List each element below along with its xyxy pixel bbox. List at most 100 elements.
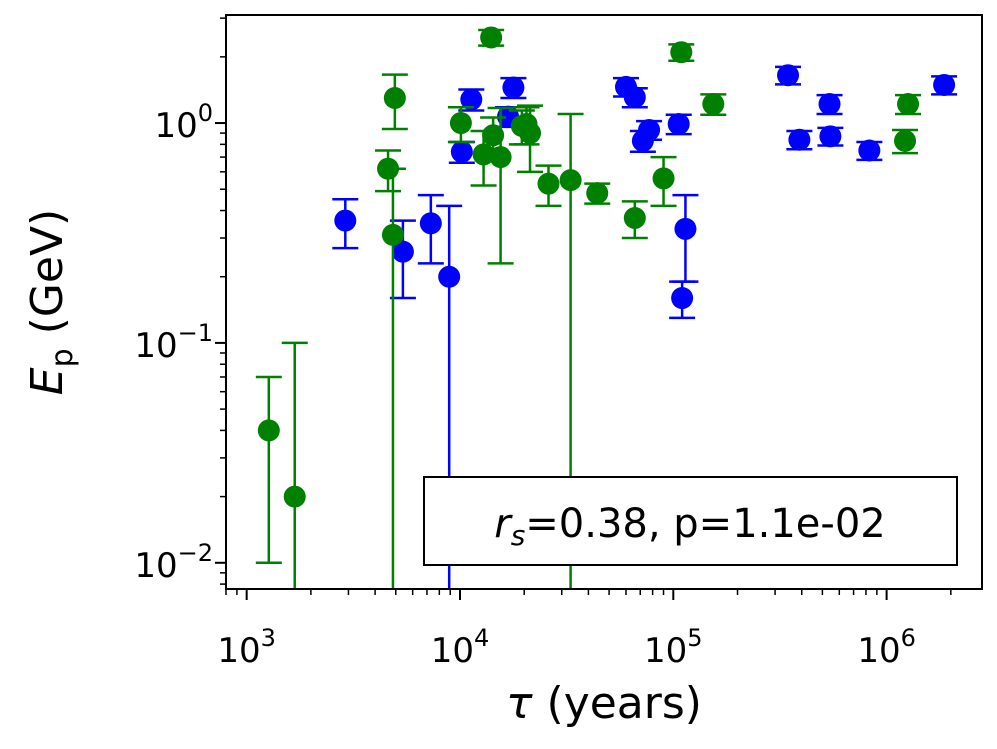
data-layer [255,26,958,589]
x-axis-label-unit: (years) [547,678,702,729]
x-tick-base: 10 [217,631,260,671]
data-point-group [672,193,699,283]
data-point [671,287,694,310]
data-point [419,212,442,235]
data-point [381,223,404,246]
data-point-group [478,26,505,49]
data-point-group [281,341,308,589]
data-point [438,265,461,288]
x-axis-label: τ (years) [506,678,702,729]
data-point [472,143,495,166]
data-point [489,146,512,169]
data-point [933,73,956,96]
x-axis-label-space [533,678,547,729]
data-point [674,217,697,240]
data-point [334,209,357,232]
x-tick-label: 105 [644,624,703,671]
data-point-group [669,280,696,320]
annotation-text: rs=0.38, p=1.1e-02 [494,501,886,552]
data-point [638,118,661,141]
data-point-group [375,149,402,193]
y-tick-exponent: −1 [178,319,213,347]
data-point-group [557,112,584,589]
data-point [788,128,811,151]
y-axis-label-unit: (GeV) [22,209,73,335]
data-point-group [379,167,406,589]
x-tick-exponent: 3 [261,624,276,652]
y-tick-base: 10 [134,546,177,586]
data-point [450,140,473,163]
annotation-value: =0.38, p=1.1e-02 [525,501,885,547]
data-point [777,64,800,87]
data-point-group [856,139,883,162]
y-tick-base: 10 [134,326,177,366]
correlation-annotation: rs=0.38, p=1.1e-02 [423,476,958,566]
y-tick-exponent: −2 [178,539,213,567]
data-point [519,122,542,145]
data-point-group [255,375,282,565]
data-point-group [584,182,611,205]
annotation-subscript: s [511,519,526,552]
data-point [897,93,920,116]
y-tick-base: 10 [154,106,197,146]
data-point [702,93,725,116]
data-point-group [447,105,474,144]
x-tick-exponent: 5 [687,624,702,652]
data-point-group [621,86,648,109]
data-point-group [381,73,408,131]
data-point-group [700,93,727,117]
data-point-group [668,41,695,64]
data-point [480,26,503,49]
data-point [449,112,472,135]
x-tick-label: 106 [857,624,916,671]
y-axis-label-subscript: p [45,348,80,367]
x-tick-base: 10 [431,631,474,671]
data-point-group [665,112,692,136]
y-tick-exponent: 0 [198,99,213,127]
y-tick-label: 10−1 [134,319,213,366]
x-tick-base: 10 [857,631,900,671]
data-point [586,182,609,205]
y-tick-label: 10−2 [134,539,213,586]
data-point-group [621,200,648,240]
data-point [652,167,675,190]
data-point [502,76,525,99]
annotation-symbol: r [494,501,513,547]
plot-frame [225,14,983,590]
data-point-group [786,128,813,151]
data-point-group [775,64,802,87]
x-tick-exponent: 4 [474,624,489,652]
x-tick-base: 10 [644,631,687,671]
data-point-group [332,198,359,250]
data-point-group [817,125,844,148]
data-point-group [448,140,475,164]
data-point-group [417,193,444,265]
data-point-group [816,93,843,116]
data-point [257,419,280,442]
data-point [537,172,560,195]
data-point-group [535,164,562,208]
annotation-box [423,476,958,566]
x-tick-exponent: 6 [901,624,916,652]
data-point-group [487,106,514,265]
data-point [283,485,306,508]
x-tick-label: 104 [431,624,490,671]
data-point [667,112,690,135]
series-blue [332,64,958,589]
data-point-group [931,73,958,96]
data-point-group [517,104,544,174]
data-point-group [500,76,527,100]
major-ticks [215,122,888,600]
data-point [383,86,406,109]
data-point-group [892,128,919,155]
data-point [391,240,414,263]
y-axis-label-symbol: E [22,367,73,395]
data-point-group [636,118,663,141]
data-point [623,206,646,229]
data-point [818,93,841,116]
data-point [858,139,881,162]
data-point [482,124,505,147]
y-tick-label: 100 [154,99,213,146]
data-point-group [895,93,922,116]
